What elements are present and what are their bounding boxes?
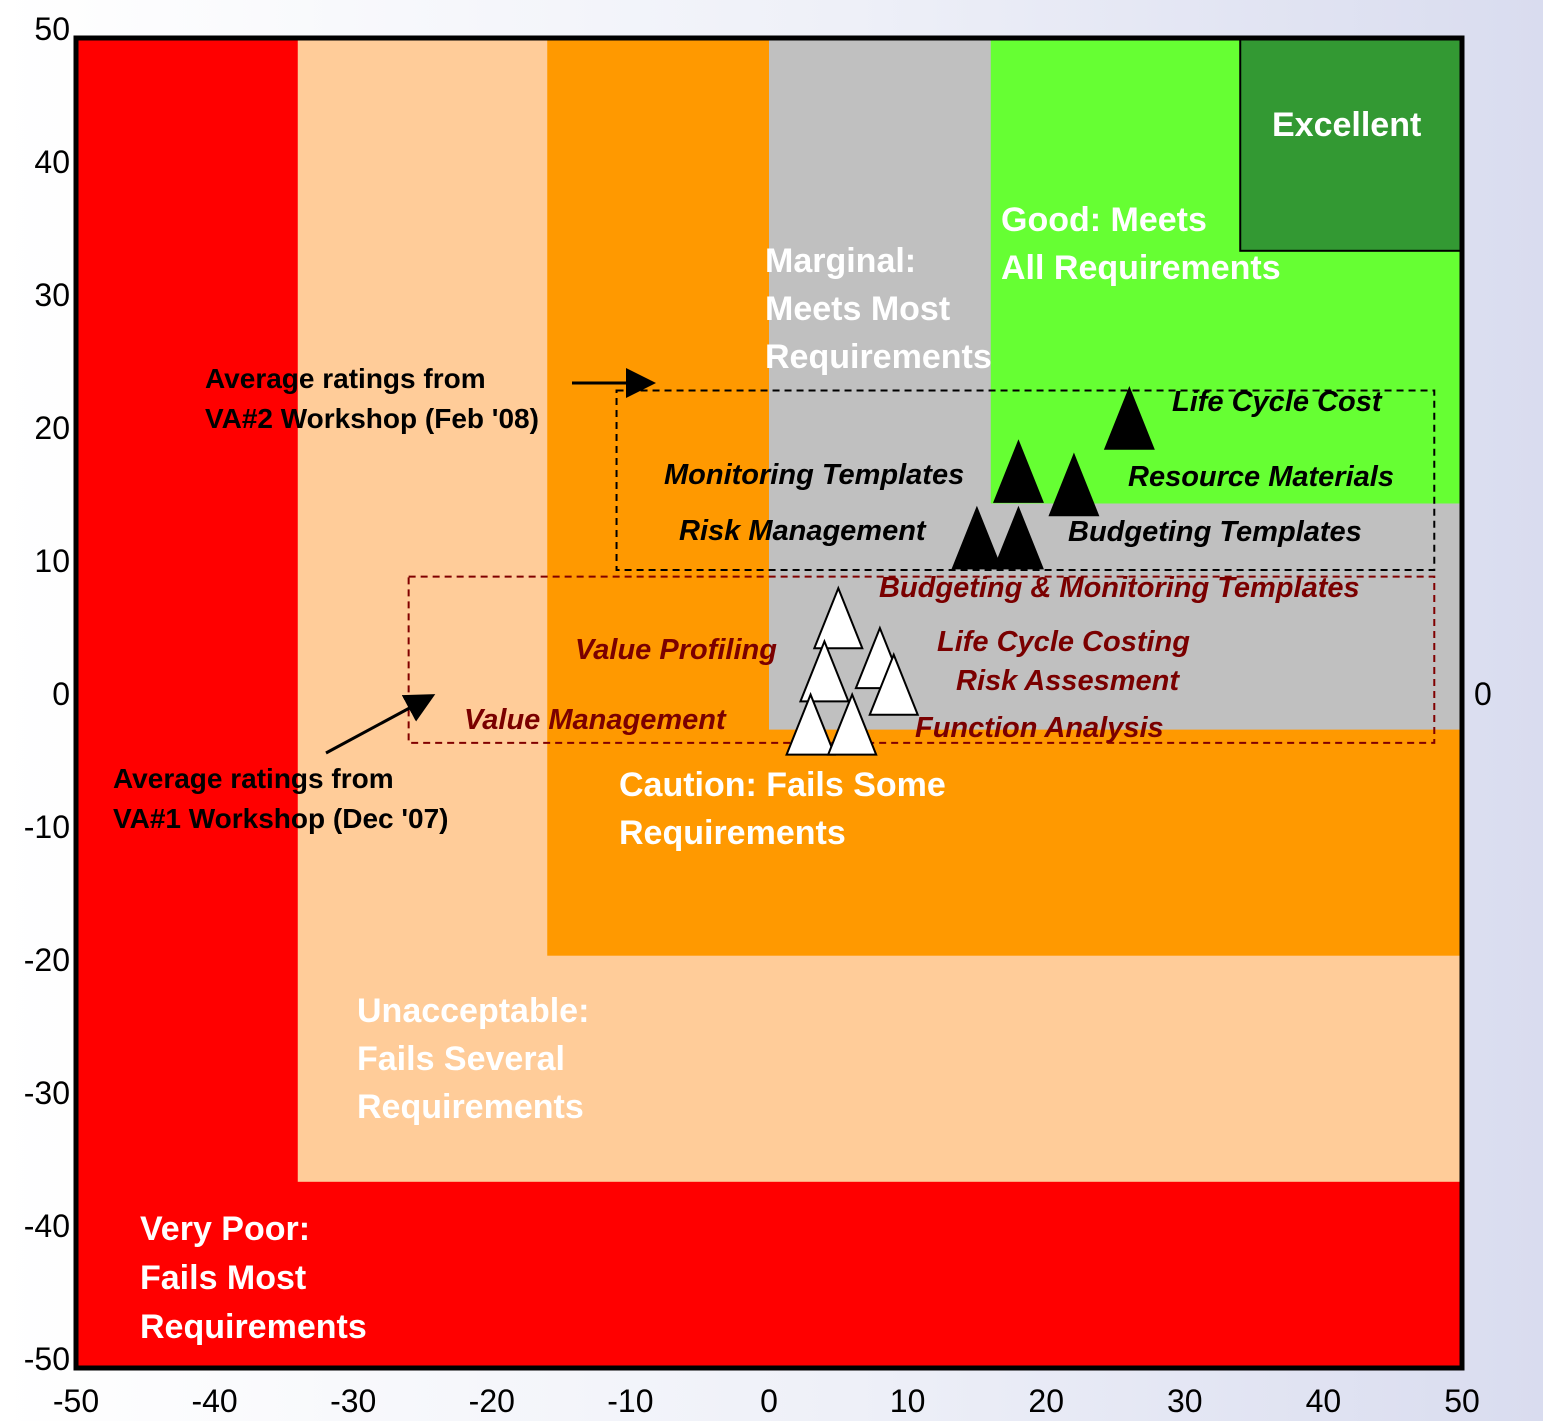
axis-ticks: -50 -40 -30 -20 -10 0 10 20 30 40 50 50 40 30 20 10 0 -10… [24,11,1492,1419]
point-label: Risk Management [679,515,927,547]
x-tick-label: -10 [607,1383,653,1419]
x-tick-label: 0 [760,1383,778,1419]
zone-label-unacceptable: Requirements [357,1088,584,1126]
point-labels: Life Cycle Cost Resource Materials Monitor… [464,386,1394,744]
y-tick-label: 20 [34,410,70,446]
zone-label-very_poor: Requirements [140,1308,367,1346]
zone-label-good: Good: Meets [1001,201,1207,239]
point-label: Budgeting & Monitoring Templates [879,572,1360,604]
right-axis-label: 0 [1474,676,1492,712]
y-tick-label: -10 [24,809,70,845]
x-tick-label: 40 [1306,1383,1342,1419]
va1-rating-marker [798,638,850,703]
zone-label-caution: Requirements [619,814,846,852]
zone-label-very_poor: Very Poor: [140,1210,310,1248]
y-tick-label: 30 [34,277,70,313]
va1-rating-marker [812,585,864,650]
va2-rating-marker [1048,452,1100,517]
va1-rating-marker [826,691,878,756]
point-label: Life Cycle Costing [937,626,1190,658]
annotation-arrow-2 [325,694,436,755]
point-label: Risk Assesment [956,665,1180,697]
va2-rating-marker [951,505,1003,570]
y-tick-label: -30 [24,1075,70,1111]
point-label: Life Cycle Cost [1172,386,1383,418]
zone-label-unacceptable: Fails Several [357,1040,565,1078]
point-label: Function Analysis [915,712,1164,744]
zone-label-excellent: Excellent [1272,106,1421,144]
point-label: Resource Materials [1128,461,1394,493]
zone-label-caution: Caution: Fails Some [619,766,946,804]
zone-label-marginal: Requirements [765,338,992,376]
annotation-box-2 [407,575,1436,744]
x-tick-label: -30 [330,1383,376,1419]
va1-rating-marker [785,691,837,756]
x-tick-label: -40 [191,1383,237,1419]
zone-label-good: All Requirements [1001,249,1281,287]
zone-label-marginal: Marginal: [765,242,916,280]
x-tick-label: -50 [53,1383,99,1419]
point-label: Value Profiling [575,634,777,666]
va2-rating-marker [1103,386,1155,450]
y-tick-label: -20 [24,942,70,978]
y-tick-label: 10 [34,543,70,579]
annotation-text: Average ratings from [205,363,486,394]
annotation-text: Average ratings from [113,763,394,794]
x-tick-label: 20 [1028,1383,1064,1419]
y-tick-label: 0 [52,676,70,712]
x-tick-label: -20 [469,1383,515,1419]
y-tick-label: 40 [34,144,70,180]
annotation-text: VA#2 Workshop (Feb '08) [205,403,539,434]
zone-excellent [1239,37,1463,252]
x-tick-label: 30 [1167,1383,1203,1419]
va2-rating-marker [993,439,1044,503]
annotations: Average ratings from VA#2 Workshop (Feb '… [113,363,656,834]
point-label: Budgeting Templates [1068,516,1362,548]
point-label: Value Management [464,704,727,736]
x-tick-label: 10 [890,1383,926,1419]
plot-frame [73,35,1465,1371]
annotation-boxes [407,389,1436,744]
zone-label-very_poor: Fails Most [140,1259,306,1297]
va1-rating-marker [868,652,920,716]
data-markers [785,386,1155,756]
zone-labels: Very Poor: Fails Most Requirements Unaccept… [140,106,1421,1346]
annotation-text: VA#1 Workshop (Dec '07) [113,803,449,834]
x-tick-label: 50 [1444,1383,1480,1419]
zone-label-marginal: Meets Most [765,290,950,328]
rating-zones [76,37,1463,1368]
annotation-box-1 [615,389,1436,572]
y-tick-label: -40 [24,1208,70,1244]
va2-rating-marker [993,505,1044,570]
y-tick-label: 50 [34,11,70,47]
zone-label-unacceptable: Unacceptable: [357,992,589,1030]
point-label: Monitoring Templates [664,459,964,491]
y-tick-label: -50 [24,1341,70,1377]
